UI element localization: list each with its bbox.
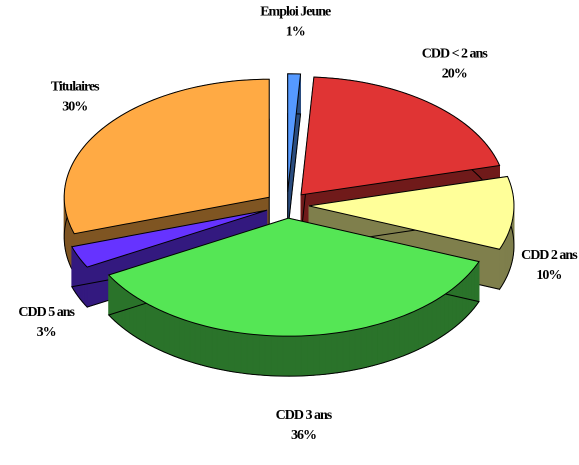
slice-side: [178, 317, 185, 361]
slice-side: [145, 302, 151, 346]
slice-side: [360, 326, 367, 370]
slice-value-label: 3%: [37, 325, 56, 340]
slice-side: [306, 334, 314, 377]
slice-value-label: 1%: [286, 24, 305, 39]
slice-side: [382, 320, 389, 364]
slice-side: [288, 335, 296, 377]
slice-side: [240, 332, 248, 375]
slice-side: [234, 331, 242, 374]
slice-side: [211, 327, 218, 370]
slice-side: [264, 334, 272, 377]
slice-side: [331, 332, 338, 374]
slice-side: [313, 334, 320, 376]
slice-side: [200, 324, 207, 367]
slice-label: CDD 2 ans: [521, 248, 578, 263]
slice-side: [276, 335, 284, 377]
slice-side: [140, 299, 146, 344]
slice-side: [444, 291, 449, 336]
slice-side: [163, 311, 170, 355]
slice-side: [189, 321, 196, 364]
slice-side: [319, 333, 326, 376]
slice-side: [173, 315, 180, 359]
slice-side: [387, 318, 395, 362]
slice-top: [308, 175, 515, 250]
slice-value-label: 20%: [442, 66, 467, 81]
slice-side: [222, 329, 230, 372]
slice-side: [465, 273, 470, 319]
slice-side: [325, 333, 332, 375]
slice-side: [427, 301, 433, 346]
slice: [287, 73, 302, 232]
slice-side: [154, 306, 160, 351]
slice-label: CDD 3 ans: [276, 408, 333, 423]
slice-side: [403, 313, 410, 357]
slice-side: [451, 285, 457, 330]
slice-side: [168, 313, 175, 357]
slice-side: [300, 335, 308, 377]
slice-top: [287, 73, 302, 192]
slice-side: [413, 308, 419, 353]
slice-side: [282, 335, 290, 377]
slice-top: [107, 217, 480, 337]
slice-value-label: 30%: [62, 100, 87, 115]
slice-side: [342, 330, 350, 373]
slice-side: [348, 329, 356, 372]
slice: [107, 217, 480, 377]
slice-top: [63, 78, 270, 235]
slice-label: Emploi Jeune: [260, 4, 331, 19]
slice-side: [158, 309, 165, 353]
slice-side: [246, 333, 254, 375]
slice-side: [455, 282, 460, 328]
slice-side: [377, 322, 384, 365]
slice-side: [354, 328, 362, 371]
slice-side: [336, 331, 344, 374]
slice-side: [216, 328, 224, 371]
slice-side: [252, 333, 260, 376]
slice-side: [468, 270, 472, 316]
slice-side: [149, 304, 156, 349]
slice-label: CDD 5 ans: [18, 305, 75, 320]
slice-outline: [107, 257, 480, 377]
slice-side: [258, 334, 266, 376]
slice-side: [458, 279, 463, 325]
slice-side: [183, 319, 191, 363]
slice-value-label: 36%: [291, 428, 316, 443]
slice-side: [365, 325, 373, 368]
slice-side: [398, 315, 405, 359]
slice-top: [71, 209, 267, 268]
slice-side: [294, 335, 302, 377]
slice-side: [408, 310, 415, 355]
slice-side: [228, 330, 236, 373]
slice-side: [422, 304, 429, 348]
slice-side: [418, 306, 424, 350]
slice-side: [371, 323, 378, 367]
slice-side: [393, 317, 400, 361]
slice-side: [270, 335, 278, 377]
slice-side: [194, 322, 201, 366]
slice-side: [431, 299, 437, 343]
slice-side: [436, 296, 441, 341]
slice-top: [300, 76, 501, 196]
slice-value-label: 10%: [536, 268, 561, 283]
slice-side: [205, 325, 213, 369]
slice-label: CDD < 2 ans: [422, 46, 489, 61]
slice-side: [440, 293, 445, 338]
slice-label: Titulaires: [51, 80, 100, 95]
slice-outline: [71, 249, 267, 308]
